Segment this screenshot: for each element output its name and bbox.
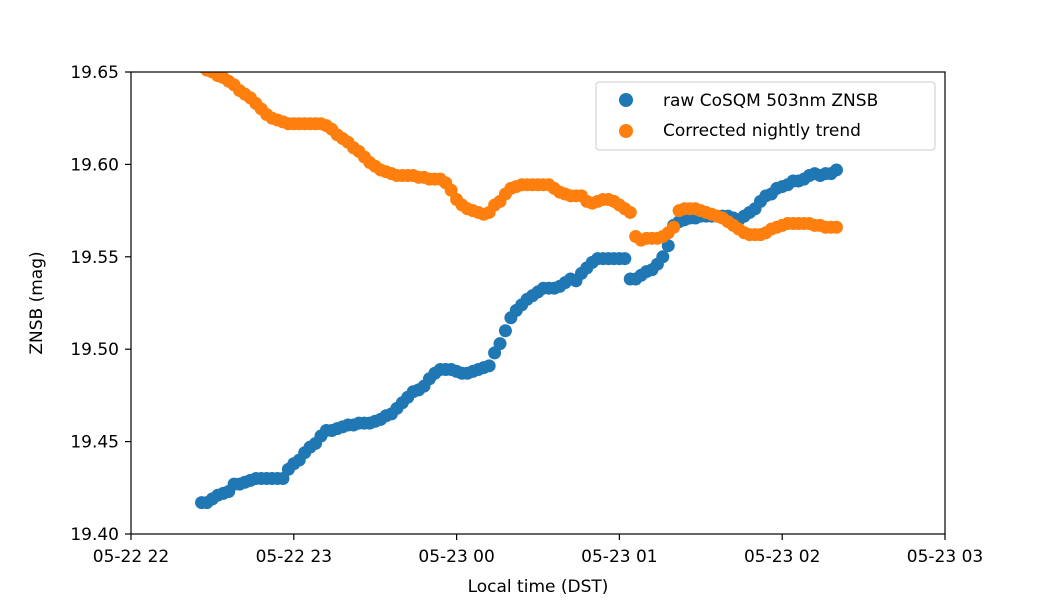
y-tick-label: 19.50 — [70, 340, 119, 360]
data-point — [623, 205, 637, 219]
y-tick-label: 19.55 — [70, 248, 119, 268]
data-point — [618, 252, 632, 266]
legend-box — [595, 81, 936, 151]
x-tick-label: 05-23 02 — [744, 547, 820, 567]
x-tick-label: 05-23 00 — [418, 547, 494, 567]
data-point — [829, 163, 843, 177]
legend-marker-corrected — [619, 124, 633, 138]
plot-frame — [130, 71, 946, 535]
data-point — [498, 324, 512, 338]
legend-marker-raw — [619, 93, 633, 107]
y-tick-label: 19.60 — [70, 155, 119, 175]
y-axis-label: ZNSB (mag) — [27, 251, 47, 354]
x-tick-label: 05-23 01 — [581, 547, 657, 567]
data-point — [667, 220, 681, 234]
plot-marks — [195, 72, 843, 510]
legend-label-corrected: Corrected nightly trend — [663, 121, 861, 141]
y-tick-label: 19.40 — [70, 525, 119, 545]
data-point — [493, 337, 507, 351]
x-axis-label: Local time (DST) — [468, 577, 609, 597]
x-tick-label: 05-22 22 — [93, 547, 169, 567]
data-point — [482, 359, 496, 373]
data-point — [656, 250, 670, 264]
y-axis: 19.40 19.45 19.50 19.55 19.60 19.65 — [70, 63, 131, 545]
legend-label-raw: raw CoSQM 503nm ZNSB — [663, 91, 878, 111]
data-point — [829, 220, 843, 234]
x-tick-label: 05-22 23 — [256, 547, 332, 567]
series-corrected — [198, 72, 843, 247]
x-axis: 05-22 22 05-22 23 05-23 00 05-23 01 05-23 02… — [93, 534, 983, 567]
x-tick-label: 05-23 03 — [907, 547, 983, 567]
legend: raw CoSQM 503nm ZNSB Corrected nightly t… — [595, 81, 936, 151]
y-tick-label: 19.65 — [70, 63, 119, 83]
y-tick-label: 19.45 — [70, 433, 119, 453]
